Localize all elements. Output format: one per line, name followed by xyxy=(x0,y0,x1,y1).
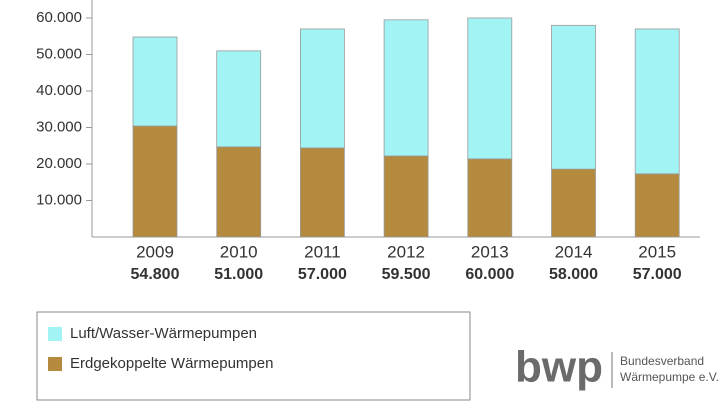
total-label: 54.800 xyxy=(131,266,180,283)
bar-segment xyxy=(383,19,429,157)
y-tick-label: 20.000 xyxy=(36,155,82,172)
legend-swatch xyxy=(48,357,62,371)
bar-segment xyxy=(634,28,680,175)
x-tick-label: 2010 xyxy=(220,242,258,261)
bar-segment xyxy=(551,168,596,238)
y-tick-label: 50.000 xyxy=(36,45,82,62)
bar-segment xyxy=(299,28,345,149)
y-tick-label: 30.000 xyxy=(36,118,82,135)
bar-segment xyxy=(634,173,680,238)
x-tick-label: 2015 xyxy=(638,242,676,261)
legend-box xyxy=(36,311,471,401)
bar-segment xyxy=(216,50,262,148)
x-tick-label: 2013 xyxy=(471,242,509,261)
bar-segment xyxy=(551,24,596,170)
y-tick-label: 40.000 xyxy=(36,82,82,99)
x-tick-label: 2009 xyxy=(136,242,174,261)
total-label: 57.000 xyxy=(633,266,682,283)
y-tick-label: 60.000 xyxy=(36,9,82,26)
x-tick-label: 2012 xyxy=(387,242,425,261)
logo-line: Wärmepumpe e.V. xyxy=(620,370,719,384)
legend-swatch xyxy=(48,327,62,341)
total-label: 58.000 xyxy=(549,266,598,283)
total-label: 60.000 xyxy=(465,266,514,283)
bar-segment xyxy=(132,125,178,238)
bar-segment xyxy=(383,155,429,238)
logo-line: Bundesverband xyxy=(620,354,704,368)
bar-segment xyxy=(299,147,345,238)
total-label: 51.000 xyxy=(214,266,263,283)
x-tick-label: 2014 xyxy=(555,242,593,261)
total-label: 57.000 xyxy=(298,266,347,283)
legend-label: Erdgekoppelte Wärmepumpen xyxy=(70,355,273,372)
logo-mark: bwp xyxy=(515,343,603,392)
bar-segment xyxy=(467,158,513,238)
y-tick-label: 10.000 xyxy=(36,191,82,208)
total-label: 59.500 xyxy=(382,266,431,283)
x-tick-label: 2011 xyxy=(304,242,341,261)
legend-label: Luft/Wasser-Wärmepumpen xyxy=(70,325,257,342)
bar-segment xyxy=(132,36,178,127)
bar-segment xyxy=(216,146,262,238)
bar-segment xyxy=(467,17,513,160)
